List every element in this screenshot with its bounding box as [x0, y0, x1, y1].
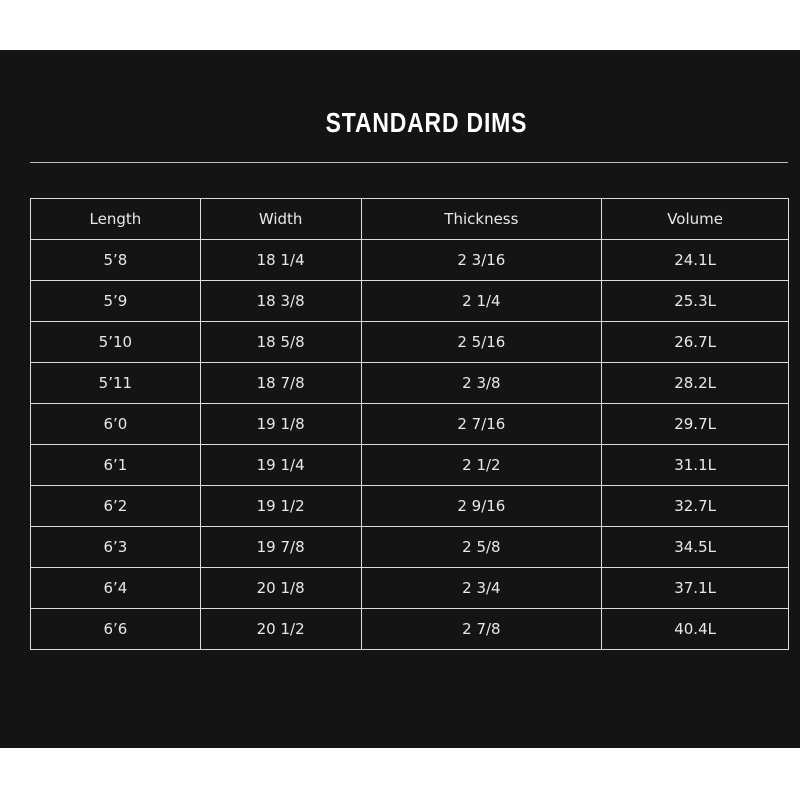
table-row: 6’6 20 1/2 2 7/8 40.4L [30, 608, 789, 650]
table-cell: 19 1/2 [199, 485, 362, 527]
table-cell: 6’1 [30, 444, 201, 486]
table-cell: 20 1/8 [199, 567, 362, 609]
modal: STANDARD DIMS Length Width Thickness Volume… [0, 50, 800, 748]
table-cell: 2 1/2 [360, 444, 603, 486]
table-cell: 6’4 [30, 567, 201, 609]
divider [30, 162, 788, 163]
table-body: 5’8 18 1/4 2 3/16 24.1L 5’9 18 3/8 2 1/4 25.3L 5… [30, 239, 789, 650]
table-cell: 2 1/4 [360, 280, 603, 322]
table-row: 5’9 18 3/8 2 1/4 25.3L [30, 280, 789, 322]
table-cell: 5’9 [30, 280, 201, 322]
table-cell: 18 7/8 [199, 362, 362, 404]
table-cell: 18 3/8 [199, 280, 362, 322]
table-cell: 2 7/8 [360, 608, 603, 650]
header-row: Length Width Thickness Volume [30, 198, 789, 240]
table-cell: 2 3/8 [360, 362, 603, 404]
table-cell: 19 1/4 [199, 444, 362, 486]
table-row: 6’4 20 1/8 2 3/4 37.1L [30, 567, 789, 609]
table-row: 5’10 18 5/8 2 5/16 26.7L [30, 321, 789, 363]
table-cell: 25.3L [601, 280, 789, 322]
table-row: 6’1 19 1/4 2 1/2 31.1L [30, 444, 789, 486]
table-cell: 37.1L [601, 567, 789, 609]
table-row: 6’2 19 1/2 2 9/16 32.7L [30, 485, 789, 527]
table-row: 5’8 18 1/4 2 3/16 24.1L [30, 239, 789, 281]
table-cell: 6’2 [30, 485, 201, 527]
dims-table: Length Width Thickness Volume 5’8 18 1/4 2 3/… [30, 198, 789, 650]
column-header: Length [30, 198, 201, 240]
table-cell: 2 3/4 [360, 567, 603, 609]
table-cell: 2 5/16 [360, 321, 603, 363]
table-cell: 29.7L [601, 403, 789, 445]
table-cell: 34.5L [601, 526, 789, 568]
table-cell: 5’10 [30, 321, 201, 363]
table-row: 6’0 19 1/8 2 7/16 29.7L [30, 403, 789, 445]
table-cell: 2 7/16 [360, 403, 603, 445]
table-cell: 19 7/8 [199, 526, 362, 568]
column-header: Width [199, 198, 362, 240]
modal-title: STANDARD DIMS [325, 107, 528, 138]
table-cell: 6’6 [30, 608, 201, 650]
table-row: 5’11 18 7/8 2 3/8 28.2L [30, 362, 789, 404]
column-header: Volume [601, 198, 789, 240]
table-cell: 31.1L [601, 444, 789, 486]
table-cell: 24.1L [601, 239, 789, 281]
table-cell: 6’0 [30, 403, 201, 445]
table-cell: 40.4L [601, 608, 789, 650]
column-header: Thickness [360, 198, 603, 240]
table-cell: 28.2L [601, 362, 789, 404]
table-row: 6’3 19 7/8 2 5/8 34.5L [30, 526, 789, 568]
table-cell: 32.7L [601, 485, 789, 527]
table-cell: 2 9/16 [360, 485, 603, 527]
table-cell: 6’3 [30, 526, 201, 568]
table-cell: 2 3/16 [360, 239, 603, 281]
table-cell: 19 1/8 [199, 403, 362, 445]
table-cell: 18 5/8 [199, 321, 362, 363]
table-cell: 5’11 [30, 362, 201, 404]
table-cell: 20 1/2 [199, 608, 362, 650]
table-cell: 26.7L [601, 321, 789, 363]
table-cell: 18 1/4 [199, 239, 362, 281]
table-cell: 2 5/8 [360, 526, 603, 568]
table-cell: 5’8 [30, 239, 201, 281]
